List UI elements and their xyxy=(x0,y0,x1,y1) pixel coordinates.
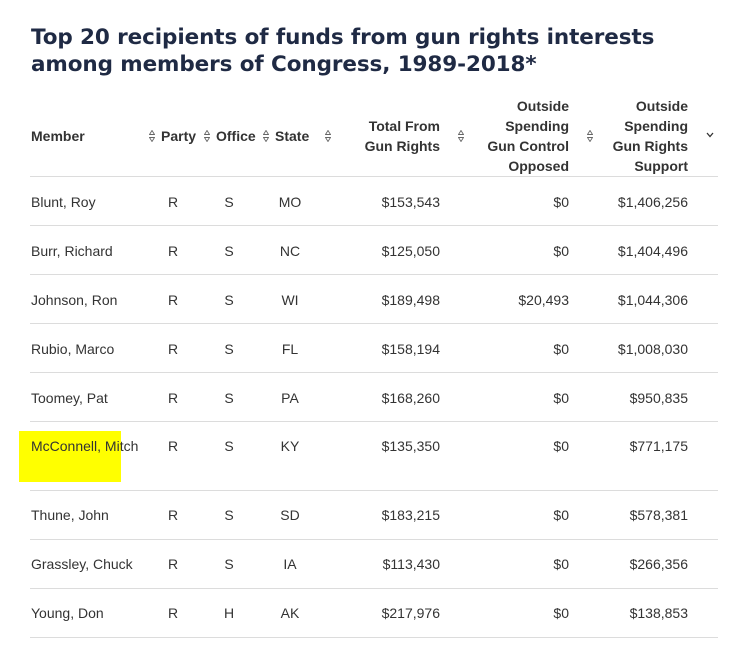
office-cell: S xyxy=(224,292,234,308)
state-cell: MO xyxy=(278,194,302,210)
header-office[interactable]: Office xyxy=(216,128,256,144)
state-cell: FL xyxy=(281,341,299,357)
row-divider xyxy=(30,539,718,540)
member-name: McConnell, Mitch xyxy=(31,438,139,454)
member-name: Grassley, Chuck xyxy=(31,556,133,572)
gun-control-opposed-cell: $20,493 xyxy=(518,292,569,308)
row-divider xyxy=(30,372,718,373)
gun-rights-support-cell: $1,044,306 xyxy=(617,292,688,308)
header-state[interactable]: State xyxy=(275,128,310,144)
gun-control-opposed-cell: $0 xyxy=(553,507,569,523)
sort-up-down-icon[interactable] xyxy=(263,130,269,142)
row-divider xyxy=(30,490,718,491)
office-cell: S xyxy=(224,556,234,572)
member-name: Toomey, Pat xyxy=(31,390,108,406)
office-cell: S xyxy=(224,507,234,523)
party-cell: R xyxy=(167,194,179,210)
total-cell: $217,976 xyxy=(381,605,440,621)
gun-control-opposed-cell: $0 xyxy=(553,194,569,210)
gun-rights-support-cell: $1,404,496 xyxy=(617,243,688,259)
member-name: Young, Don xyxy=(31,605,104,621)
sort-up-down-icon[interactable] xyxy=(204,130,210,142)
header-party[interactable]: Party xyxy=(161,128,197,144)
office-cell: H xyxy=(223,605,235,621)
gun-rights-support-cell: $950,835 xyxy=(629,390,688,406)
gun-control-opposed-cell: $0 xyxy=(553,243,569,259)
total-cell: $189,498 xyxy=(381,292,440,308)
gun-rights-support-cell: $578,381 xyxy=(629,507,688,523)
gun-control-opposed-cell: $0 xyxy=(553,438,569,454)
row-divider xyxy=(30,421,718,422)
row-divider xyxy=(30,323,718,324)
total-cell: $125,050 xyxy=(381,243,440,259)
party-cell: R xyxy=(167,341,179,357)
table-row[interactable]: Thune, John R S SD $183,215 $0 $578,381 xyxy=(0,491,751,540)
row-divider xyxy=(30,637,718,638)
state-cell: PA xyxy=(281,390,299,406)
header-outside-spending-gun-control-opposed[interactable]: Outside Spending Gun Control Opposed xyxy=(487,98,569,174)
page-title: Top 20 recipients of funds from gun righ… xyxy=(31,25,655,77)
state-cell: WI xyxy=(281,292,299,308)
party-cell: R xyxy=(167,605,179,621)
gun-rights-support-cell: $771,175 xyxy=(629,438,688,454)
sort-up-down-icon[interactable] xyxy=(587,130,593,142)
total-cell: $153,543 xyxy=(381,194,440,210)
table-row[interactable]: Toomey, Pat R S PA $168,260 $0 $950,835 xyxy=(0,373,751,422)
sort-up-down-icon[interactable] xyxy=(149,130,155,142)
gun-control-opposed-cell: $0 xyxy=(553,556,569,572)
header-member[interactable]: Member xyxy=(31,128,85,144)
office-cell: S xyxy=(224,438,234,454)
header-outside-spending-gun-rights-support[interactable]: Outside Spending Gun Rights Support xyxy=(612,98,688,174)
table-row[interactable]: Johnson, Ron R S WI $189,498 $20,493 $1,… xyxy=(0,275,751,324)
member-highlight xyxy=(19,431,121,482)
state-cell: KY xyxy=(280,438,300,454)
member-name: Thune, John xyxy=(31,507,109,523)
member-name: Rubio, Marco xyxy=(31,341,115,357)
table-row[interactable]: Rubio, Marco R S FL $158,194 $0 $1,008,0… xyxy=(0,324,751,373)
member-name: Blunt, Roy xyxy=(31,194,96,210)
party-cell: R xyxy=(167,556,179,572)
state-cell: NC xyxy=(279,243,301,259)
total-cell: $135,350 xyxy=(381,438,440,454)
gun-control-opposed-cell: $0 xyxy=(553,341,569,357)
gun-control-opposed-cell: $0 xyxy=(553,605,569,621)
office-cell: S xyxy=(224,194,234,210)
gun-rights-support-cell: $1,406,256 xyxy=(617,194,688,210)
total-cell: $168,260 xyxy=(381,390,440,406)
total-cell: $113,430 xyxy=(382,556,440,572)
state-cell: SD xyxy=(280,507,300,523)
row-divider xyxy=(30,588,718,589)
party-cell: R xyxy=(167,507,179,523)
office-cell: S xyxy=(224,390,234,406)
row-divider xyxy=(30,225,718,226)
gun-rights-support-cell: $266,356 xyxy=(629,556,688,572)
total-cell: $183,215 xyxy=(381,507,440,523)
table-row[interactable]: Burr, Richard R S NC $125,050 $0 $1,404,… xyxy=(0,226,751,275)
row-divider xyxy=(30,274,718,275)
party-cell: R xyxy=(167,243,179,259)
gun-rights-support-cell: $138,853 xyxy=(629,605,688,621)
member-name: Burr, Richard xyxy=(31,243,113,259)
office-cell: S xyxy=(224,243,234,259)
party-cell: R xyxy=(167,292,179,308)
office-cell: S xyxy=(224,341,234,357)
sort-up-down-icon[interactable] xyxy=(325,130,331,142)
state-cell: IA xyxy=(283,556,297,572)
table-row[interactable]: Blunt, Roy R S MO $153,543 $0 $1,406,256 xyxy=(0,177,751,226)
state-cell: AK xyxy=(280,605,300,621)
table-row[interactable]: Grassley, Chuck R S IA $113,430 $0 $266,… xyxy=(0,540,751,589)
header-total-from-gun-rights[interactable]: Total From Gun Rights xyxy=(364,118,440,154)
member-name: Johnson, Ron xyxy=(31,292,118,308)
header-divider xyxy=(30,176,718,177)
gun-rights-support-cell: $1,008,030 xyxy=(617,341,688,357)
gun-control-opposed-cell: $0 xyxy=(553,390,569,406)
party-cell: R xyxy=(167,438,179,454)
party-cell: R xyxy=(167,390,179,406)
chevron-down-icon[interactable] xyxy=(706,132,714,138)
sort-up-down-icon[interactable] xyxy=(458,130,464,142)
table-row[interactable]: Young, Don R H AK $217,976 $0 $138,853 xyxy=(0,589,751,638)
table-row[interactable]: McConnell, Mitch R S KY $135,350 $0 $771… xyxy=(0,422,751,490)
total-cell: $158,194 xyxy=(381,341,440,357)
